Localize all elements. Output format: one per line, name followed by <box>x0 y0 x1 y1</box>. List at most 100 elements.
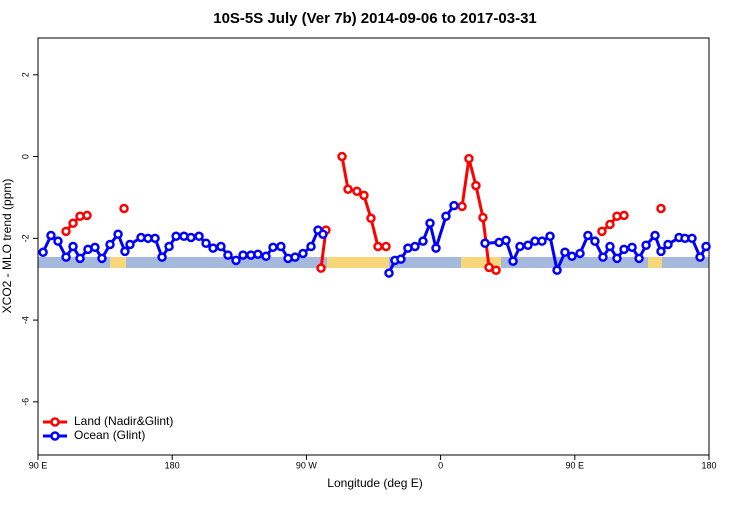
y-tick-label: -2 <box>20 234 30 242</box>
y-tick-label: 2 <box>20 72 30 77</box>
data-point <box>396 254 406 264</box>
data-point <box>575 248 585 259</box>
data-point <box>449 200 459 211</box>
data-point <box>508 256 518 266</box>
data-point <box>276 241 286 252</box>
data-point <box>120 246 130 257</box>
data-point <box>471 180 481 191</box>
data-point <box>425 218 435 228</box>
data-point <box>431 243 441 253</box>
data-point <box>216 241 226 252</box>
data-point <box>656 246 666 257</box>
land-strip <box>110 257 126 268</box>
land-strip <box>327 257 389 268</box>
data-point <box>612 253 622 264</box>
data-point <box>194 231 204 242</box>
x-tick-label: 90 W <box>296 460 318 470</box>
y-tick-label: 0 <box>20 154 30 159</box>
data-point <box>491 265 501 275</box>
data-point <box>441 211 451 221</box>
data-point <box>38 247 48 257</box>
data-point <box>619 210 629 221</box>
x-tick-label: 180 <box>165 460 180 470</box>
y-tick-label: -4 <box>20 316 30 324</box>
data-point <box>701 241 711 252</box>
chart-title: 10S-5S July (Ver 7b) 2014-09-06 to 2017-… <box>213 10 537 27</box>
data-point <box>641 240 651 251</box>
x-tick-label: 180 <box>701 460 716 470</box>
data-point <box>261 251 271 262</box>
data-point <box>113 229 123 239</box>
x-tick-label: 90 E <box>566 460 585 470</box>
x-tick-label: 0 <box>438 460 443 470</box>
data-point <box>68 241 78 252</box>
data-point <box>501 235 511 246</box>
data-point <box>318 229 328 239</box>
data-point <box>343 184 353 195</box>
data-point <box>656 203 666 214</box>
data-point <box>82 210 92 221</box>
data-point <box>253 249 263 260</box>
data-point <box>418 236 428 246</box>
data-point <box>208 243 218 253</box>
data-point <box>537 236 547 246</box>
legend-marker <box>50 417 60 427</box>
land-strip <box>461 257 501 268</box>
data-point <box>238 250 248 260</box>
data-point <box>373 241 383 252</box>
legend-label: Land (Nadir&Glint) <box>74 414 173 428</box>
data-point <box>598 252 608 262</box>
data-point <box>695 252 705 262</box>
data-point <box>298 248 308 259</box>
data-point <box>523 240 533 251</box>
data-point <box>171 231 181 242</box>
data-point <box>464 153 474 164</box>
data-point <box>627 242 637 253</box>
data-point <box>359 190 369 201</box>
data-point <box>515 241 525 252</box>
y-tick-label: -6 <box>20 398 30 406</box>
data-point <box>268 242 278 253</box>
legend-label: Ocean (Glint) <box>74 428 145 442</box>
data-point <box>597 226 607 237</box>
data-point <box>75 253 85 264</box>
data-point <box>53 236 63 246</box>
data-point <box>560 247 570 257</box>
data-point <box>567 251 577 262</box>
data-point <box>619 244 629 255</box>
data-point <box>157 252 167 262</box>
data-point <box>366 213 376 224</box>
data-point <box>46 230 56 241</box>
x-tick-label: 90 E <box>29 460 48 470</box>
land-strip <box>648 257 662 268</box>
data-point <box>545 231 555 242</box>
data-point <box>164 241 174 252</box>
data-point <box>590 236 600 246</box>
data-point <box>186 232 196 243</box>
data-point <box>480 238 490 248</box>
data-point <box>90 242 100 253</box>
data-point <box>231 255 241 266</box>
data-point <box>105 239 115 250</box>
surface-strip <box>38 257 709 268</box>
data-point <box>650 230 660 241</box>
data-point <box>410 241 420 252</box>
data-point <box>150 233 160 244</box>
data-point <box>687 233 697 244</box>
data-point <box>605 219 615 230</box>
data-point <box>316 263 326 273</box>
data-point <box>68 218 78 228</box>
y-axis-label: XCO2 - MLO trend (ppm) <box>0 179 14 314</box>
data-point <box>201 238 211 248</box>
data-point <box>663 239 673 250</box>
data-point <box>306 241 316 252</box>
legend: Land (Nadir&Glint)Ocean (Glint) <box>43 414 173 442</box>
data-point <box>605 241 615 252</box>
data-point <box>384 268 394 278</box>
data-point <box>381 241 391 252</box>
data-point <box>583 230 593 241</box>
x-axis-label: Longitude (deg E) <box>327 476 422 490</box>
data-point <box>337 151 347 162</box>
data-point <box>478 212 488 223</box>
